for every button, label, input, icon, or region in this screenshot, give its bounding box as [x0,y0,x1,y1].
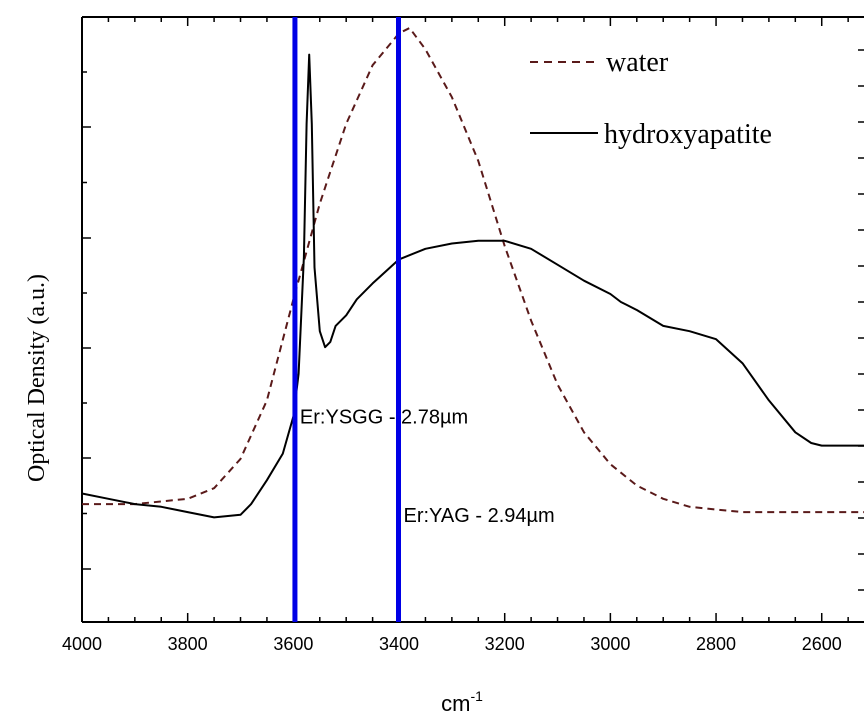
series-layer [81,27,864,519]
x-tick-label: 3800 [168,634,208,654]
x-tick-label: 3000 [590,634,630,654]
x-tick-label: 2600 [802,634,842,654]
series-line-hydroxyapatite [81,53,864,519]
x-ticks: 4000 3800 3600 3400 3200 3000 2800 2600 [62,17,849,654]
x-axis-label-superscript: -1 [470,688,483,704]
y-axis-label: Optical Density (a.u.) [24,274,50,482]
x-tick-label: 2800 [696,634,736,654]
vline-label-0: Er:YSGG - 2.78µm [300,406,468,428]
x-tick-label: 3600 [273,634,313,654]
x-axis-label: cm-1 [441,688,483,716]
vline-layer: Er:YSGG - 2.78µm Er:YAG - 2.94µm [292,17,555,622]
x-tick-label: 3200 [485,634,525,654]
x-axis-label-base: cm [441,691,470,716]
legend-label-water: water [606,47,669,78]
vline-label-1: Er:YAG - 2.94µm [403,505,554,527]
plot-frame [81,16,864,623]
x-tick-label: 3400 [379,634,419,654]
y-ticks [82,16,864,591]
legend: water hydroxyapatite [530,47,772,150]
legend-label-hydroxyapatite: hydroxyapatite [604,119,772,150]
series-line-water [82,27,864,514]
x-tick-label: 4000 [62,634,102,654]
